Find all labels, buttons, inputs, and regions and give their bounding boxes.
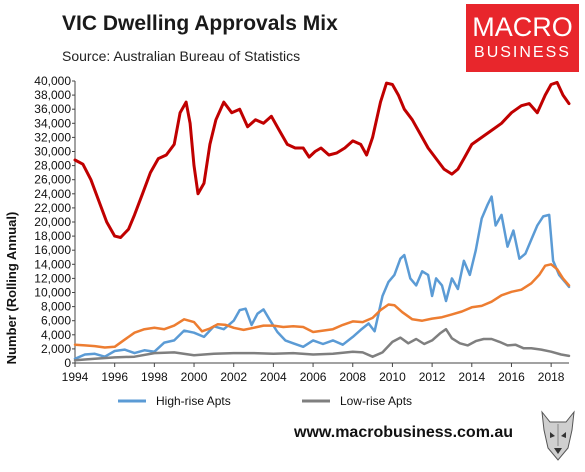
- x-tick-label: 1994: [62, 370, 89, 384]
- y-tick-label: 32,000: [34, 130, 71, 144]
- line-chart: 02,0004,0006,0008,00010,00012,00014,0001…: [4, 74, 571, 420]
- x-tick-label: 2008: [339, 370, 366, 384]
- x-tick-label: 1996: [101, 370, 128, 384]
- y-tick-label: 6,000: [41, 314, 71, 328]
- series-layer: [73, 80, 571, 362]
- y-tick-label: 16,000: [34, 243, 71, 257]
- legend: High-rise Apts Low-rise Apts Town Houses De…: [118, 394, 435, 420]
- x-tick-label: 2014: [458, 370, 485, 384]
- website-url: www.macrobusiness.com.au: [294, 424, 514, 441]
- x-tick-label: 1998: [141, 370, 168, 384]
- legend-label: Town Houses: [156, 418, 228, 420]
- y-tick-label: 22,000: [34, 201, 71, 215]
- y-tick-label: 12,000: [34, 271, 71, 285]
- wolf-logo-icon: [541, 410, 575, 461]
- y-tick-label: 38,000: [34, 88, 71, 102]
- y-tick-label: 8,000: [41, 300, 71, 314]
- y-tick-label: 40,000: [34, 74, 71, 88]
- chart-subtitle: Source: Australian Bureau of Statistics: [62, 48, 301, 64]
- y-tick-label: 26,000: [34, 173, 71, 187]
- legend-label: Detached Houses: [340, 418, 435, 420]
- y-tick-label: 0: [64, 356, 71, 370]
- y-axis: 02,0004,0006,0008,00010,00012,00014,0001…: [34, 74, 76, 370]
- y-tick-label: 24,000: [34, 187, 71, 201]
- legend-label: Low-rise Apts: [340, 394, 412, 408]
- x-tick-label: 2016: [498, 370, 525, 384]
- x-tick-label: 2012: [419, 370, 446, 384]
- y-tick-label: 34,000: [34, 116, 71, 130]
- logo-line-1: MACRO: [472, 12, 573, 42]
- y-tick-label: 28,000: [34, 159, 71, 173]
- x-tick-label: 2002: [220, 370, 247, 384]
- x-tick-label: 2006: [300, 370, 327, 384]
- y-tick-label: 4,000: [41, 328, 71, 342]
- x-tick-label: 2004: [260, 370, 287, 384]
- y-tick-label: 30,000: [34, 145, 71, 159]
- series-line-detached-houses: [73, 80, 571, 239]
- series-line-low-rise-apts: [73, 327, 571, 362]
- series-line-town-houses: [73, 263, 571, 349]
- chart-title: VIC Dwelling Approvals Mix: [62, 12, 338, 35]
- y-tick-label: 14,000: [34, 257, 71, 271]
- y-tick-label: 10,000: [34, 286, 71, 300]
- y-tick-label: 20,000: [34, 215, 71, 229]
- logo-line-2: BUSINESS: [474, 44, 571, 61]
- legend-label: High-rise Apts: [156, 394, 231, 408]
- y-tick-label: 18,000: [34, 229, 71, 243]
- x-tick-label: 2018: [538, 370, 565, 384]
- y-tick-label: 36,000: [34, 102, 71, 116]
- x-tick-label: 2000: [181, 370, 208, 384]
- y-tick-label: 2,000: [41, 342, 71, 356]
- y-axis-label: Number (Rolling Annual): [4, 212, 19, 365]
- x-axis: 1994 1996 1998 2000 2002 2004 2006 2008 2010 2012…: [62, 362, 569, 384]
- macrobusiness-logo: MACRO BUSINESS: [466, 4, 579, 72]
- series-line-high-rise-apts: [73, 195, 571, 361]
- x-tick-label: 2010: [379, 370, 406, 384]
